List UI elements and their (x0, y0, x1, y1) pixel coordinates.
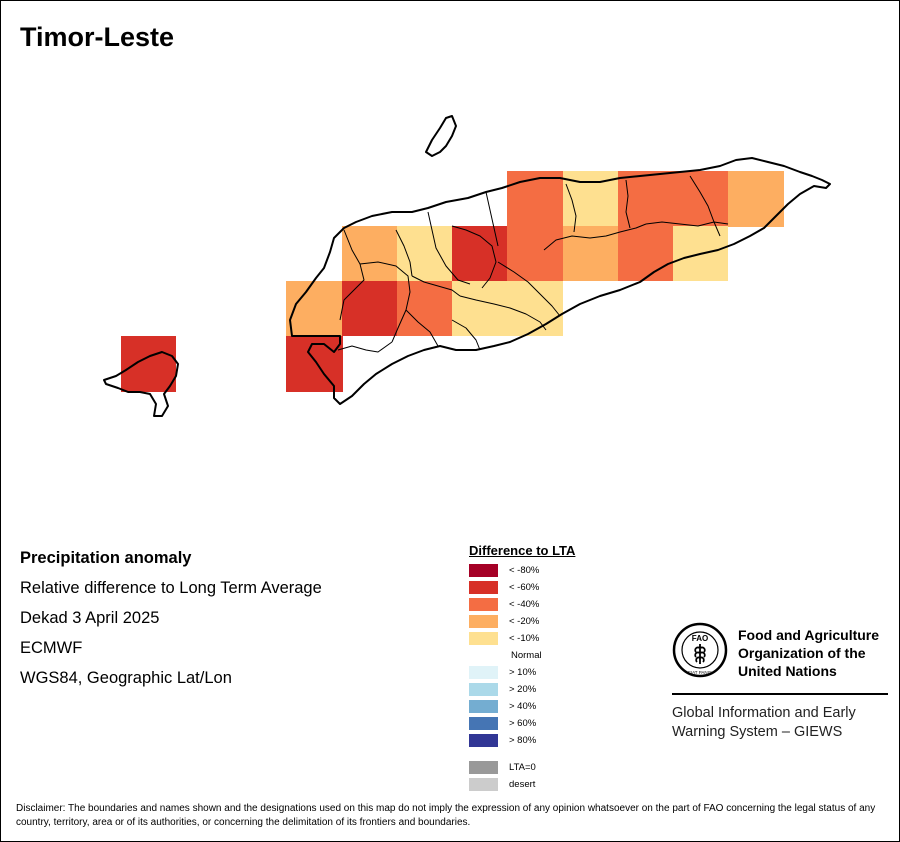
legend-label: < -20% (509, 616, 540, 627)
district-boundaries (337, 175, 729, 353)
legend-label: < -60% (509, 582, 540, 593)
district-line (451, 225, 497, 289)
divider (672, 693, 888, 695)
atauro-island-outline (425, 115, 457, 157)
legend-swatch (469, 717, 498, 730)
legend-item: < -60% (469, 581, 575, 598)
giews-line: Warning System – GIEWS (672, 724, 843, 740)
fao-logo: FAO FIAT PANIS (672, 622, 728, 678)
legend-swatch (469, 581, 498, 594)
district-line (359, 261, 411, 343)
timor-leste-outline (289, 157, 831, 405)
legend-swatch (469, 700, 498, 713)
district-line (451, 319, 481, 351)
district-line (405, 309, 439, 347)
giews-name: Global Information and Early Warning Sys… (672, 704, 856, 742)
district-line (689, 175, 721, 237)
grid-cell (342, 226, 398, 281)
district-line (395, 229, 413, 277)
district-line (337, 341, 393, 353)
metadata-projection: WGS84, Geographic Lat/Lon (20, 669, 232, 687)
fao-logo-motto: FIAT PANIS (688, 670, 712, 675)
legend-item: > 10% (469, 666, 575, 683)
legend-label: LTA=0 (509, 762, 536, 773)
grid-cell (618, 226, 673, 281)
legend-label: < -10% (509, 633, 540, 644)
legend-item: < -10% (469, 632, 575, 649)
grid-cell (618, 171, 673, 227)
legend-item: > 20% (469, 683, 575, 700)
grid-cell (342, 281, 398, 336)
legend-label: > 60% (509, 718, 537, 729)
grid-cell (563, 226, 618, 281)
country-boundaries (103, 115, 831, 417)
legend-label: > 80% (509, 735, 537, 746)
grid-cell (507, 171, 563, 227)
giews-line: Global Information and Early (672, 705, 856, 721)
legend-swatch (469, 666, 498, 679)
legend-item: < -80% (469, 564, 575, 581)
grid-cell (673, 171, 728, 227)
fao-name-line: Food and Agriculture (738, 627, 880, 643)
legend-label: Normal (511, 650, 542, 661)
grid-cell (452, 281, 508, 336)
district-line (485, 191, 499, 247)
fao-name: Food and Agriculture Organization of the… (738, 626, 879, 680)
legend-swatch (469, 778, 498, 791)
legend-item: Normal (469, 649, 575, 666)
metadata-measure: Relative difference to Long Term Average (20, 579, 322, 597)
legend-swatch (469, 615, 498, 628)
legend-label: < -80% (509, 565, 540, 576)
legend-label: < -40% (509, 599, 540, 610)
legend-item: > 60% (469, 717, 575, 734)
fao-logo-text: FAO (692, 634, 708, 643)
legend: Difference to LTA < -80% < -60% < -40% <… (469, 543, 575, 795)
legend-swatch (469, 632, 498, 645)
legend-item: > 40% (469, 700, 575, 717)
legend-swatch (469, 761, 498, 774)
grid-cell (728, 171, 784, 227)
legend-swatch (469, 649, 498, 662)
legend-item: < -20% (469, 615, 575, 632)
district-line (543, 223, 647, 251)
grid-cell (507, 226, 563, 281)
legend-swatch (469, 683, 498, 696)
legend-title: Difference to LTA (469, 543, 576, 558)
grid-cell (286, 336, 343, 392)
legend-label: > 10% (509, 667, 537, 678)
district-line (459, 295, 547, 331)
oecusse-outline (103, 351, 179, 417)
grid-cell (397, 226, 453, 281)
district-line (427, 211, 471, 285)
grid-cell (286, 281, 343, 336)
district-line (339, 229, 365, 321)
fao-name-line: United Nations (738, 663, 837, 679)
legend-swatch (469, 598, 498, 611)
legend-label: > 20% (509, 684, 537, 695)
grid-cell (452, 226, 508, 281)
legend-swatch (469, 564, 498, 577)
metadata-period: Dekad 3 April 2025 (20, 609, 160, 627)
anomaly-grid (121, 171, 784, 392)
legend-label: > 40% (509, 701, 537, 712)
legend-label: desert (509, 779, 536, 790)
page-title: Timor-Leste (20, 22, 175, 52)
map-metadata: Precipitation anomaly Relative differenc… (20, 548, 322, 698)
disclaimer: Disclaimer: The boundaries and names sho… (16, 803, 876, 828)
legend-swatch (469, 734, 498, 747)
metadata-source: ECMWF (20, 639, 83, 657)
district-line (645, 221, 729, 227)
metadata-variable: Precipitation anomaly (20, 549, 192, 567)
fao-name-line: Organization of the (738, 645, 866, 661)
grid-cell (121, 336, 176, 392)
legend-item: < -40% (469, 598, 575, 615)
district-line (411, 275, 461, 297)
legend-item: LTA=0 (469, 761, 575, 778)
legend-item: desert (469, 778, 575, 795)
district-line (565, 183, 577, 233)
district-line (497, 261, 561, 317)
district-line (625, 179, 631, 229)
legend-item: > 80% (469, 734, 575, 751)
